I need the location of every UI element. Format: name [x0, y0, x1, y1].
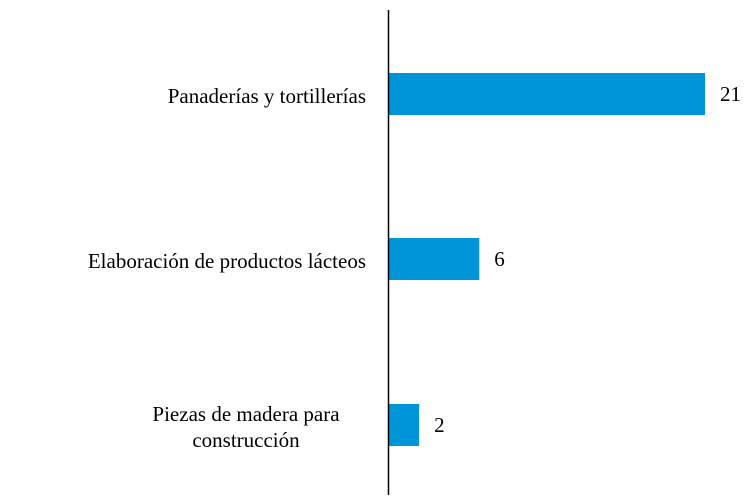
value-label: 21 [720, 82, 741, 106]
category-label: Piezas de madera para construcción [152, 402, 340, 452]
bar [389, 73, 705, 115]
category-label: Elaboración de productos lácteos [87, 249, 366, 273]
category-label: Panaderías y tortillerías [167, 84, 366, 108]
value-label: 6 [494, 247, 505, 271]
bar [389, 404, 420, 446]
value-label: 2 [434, 413, 445, 437]
bar [389, 238, 480, 280]
